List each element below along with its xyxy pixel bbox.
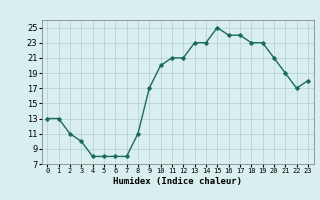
- X-axis label: Humidex (Indice chaleur): Humidex (Indice chaleur): [113, 177, 242, 186]
